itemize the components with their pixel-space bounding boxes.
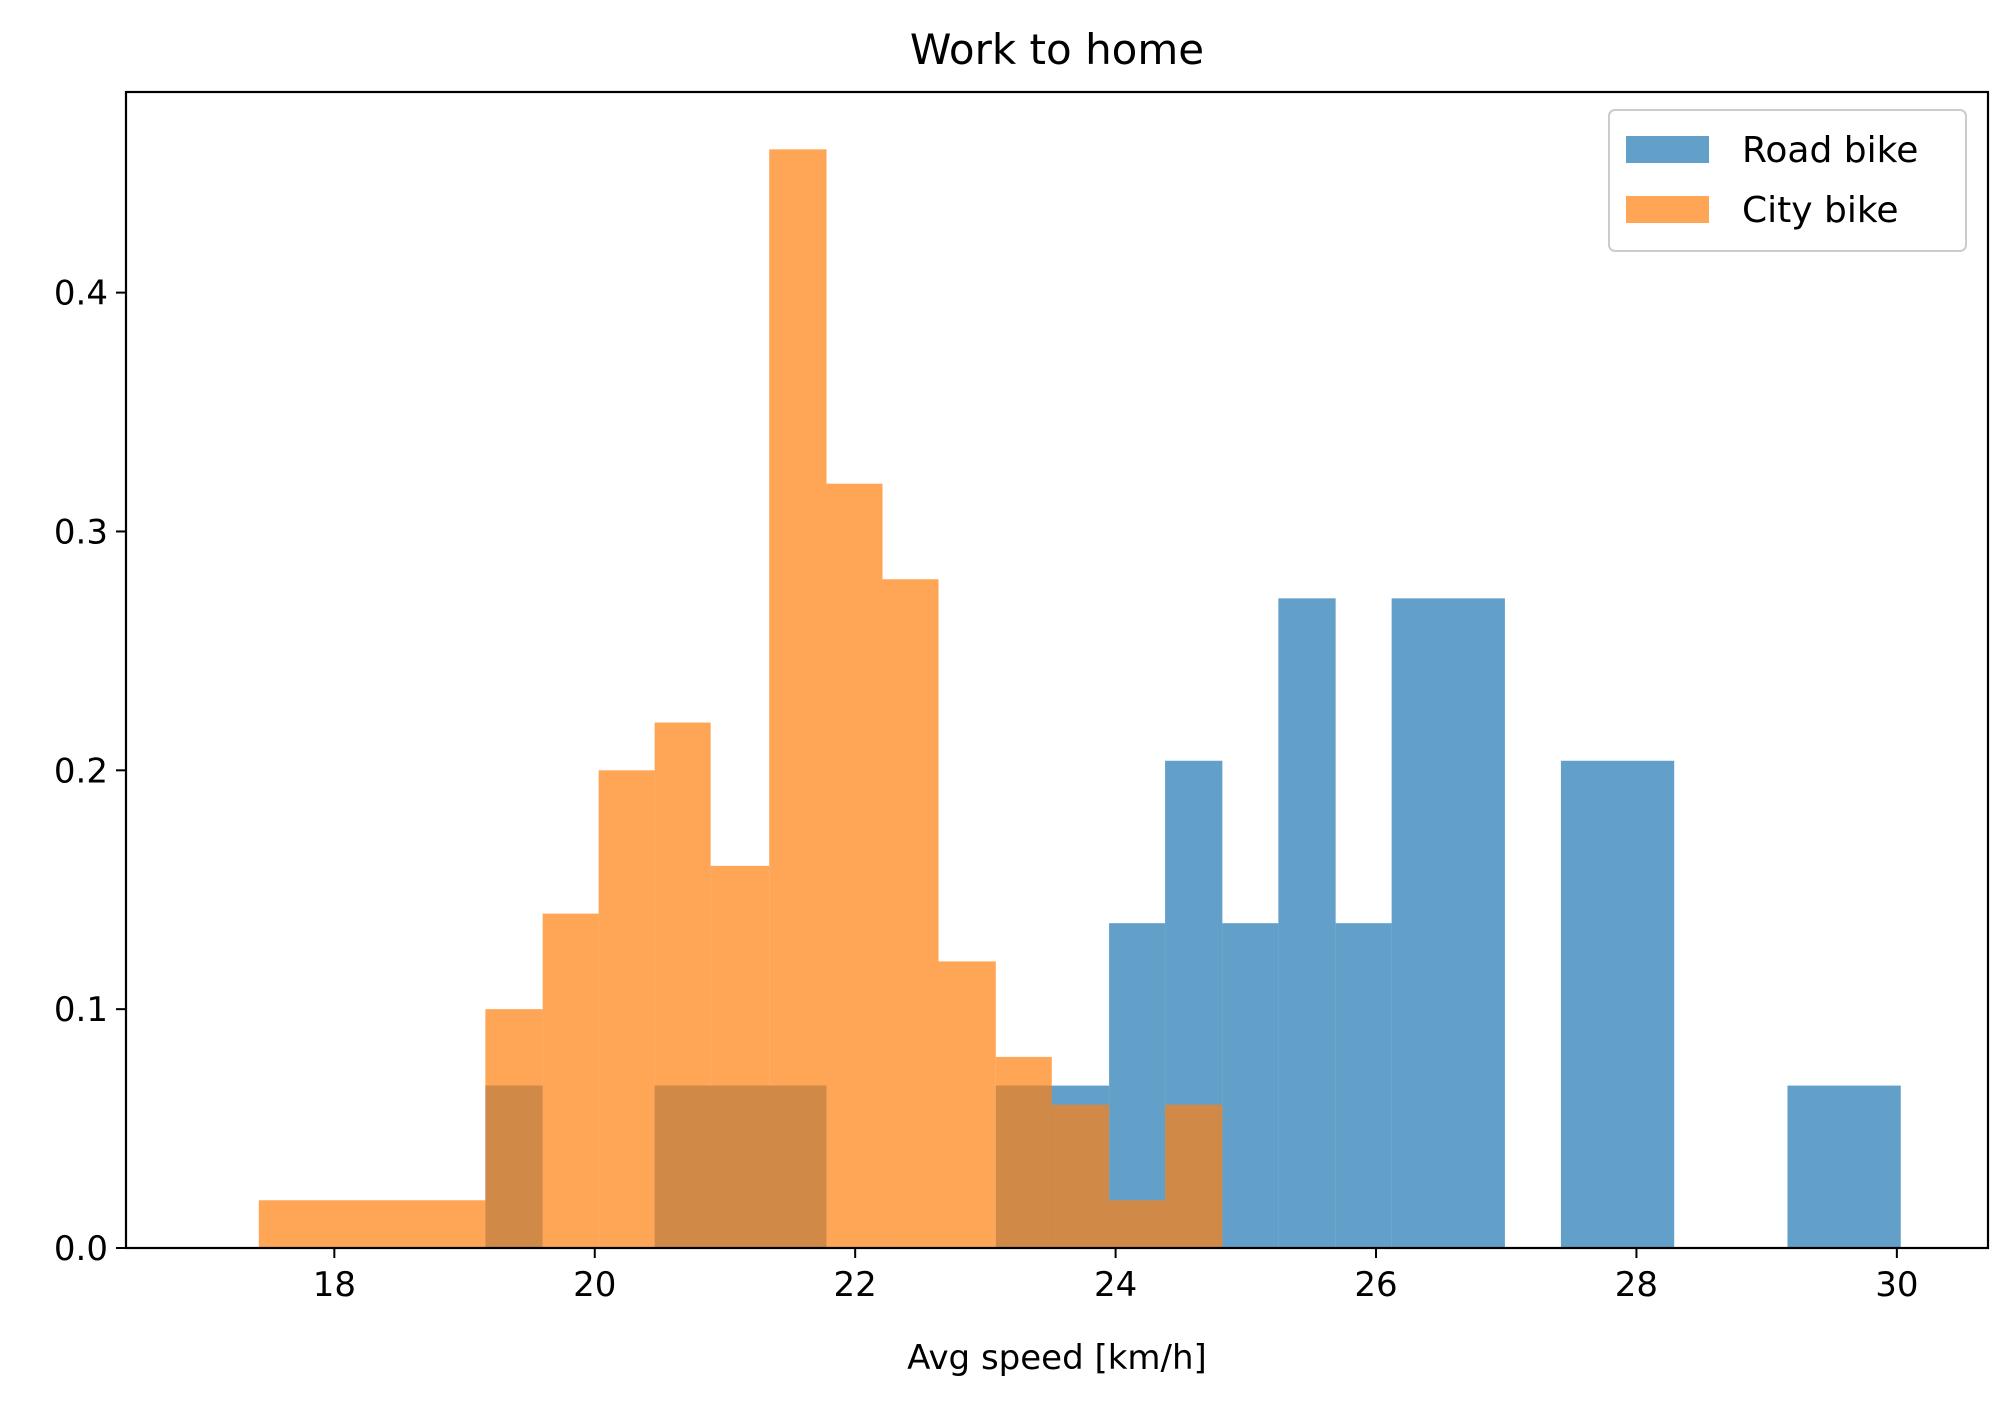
legend-swatch-city-bike (1626, 196, 1709, 223)
x-tick-label-2: 22 (834, 1265, 877, 1305)
x-tick-label-0: 18 (313, 1265, 356, 1305)
bar-city-bike-11 (1051, 1104, 1110, 1248)
legend-swatch-road-bike (1626, 136, 1709, 163)
bar-road-bike-14 (1787, 1085, 1901, 1248)
legend-label-road-bike: Road bike (1742, 130, 1918, 171)
x-tick-label-3: 24 (1094, 1265, 1137, 1305)
axes-frame (124, 90, 1990, 1250)
bar-city-bike-0 (258, 1200, 486, 1248)
bar-city-bike-4 (654, 722, 711, 1248)
y-tick-label-0: 0.0 (54, 1229, 108, 1269)
bar-city-bike-9 (938, 961, 996, 1248)
y-tick-label-1: 0.1 (54, 990, 108, 1030)
bars-layer (258, 149, 1901, 1249)
bar-road-bike-5 (1109, 923, 1166, 1248)
y-tick-label-2: 0.2 (54, 751, 108, 791)
bar-city-bike-13 (1165, 1104, 1223, 1248)
chart-title: Work to home (910, 25, 1204, 74)
x-tick-label-6: 30 (1875, 1265, 1918, 1305)
bar-city-bike-6 (769, 149, 827, 1249)
bar-city-bike-7 (826, 483, 883, 1248)
bar-road-bike-12 (1560, 760, 1675, 1248)
legend-label-city-bike: City bike (1742, 190, 1899, 231)
x-tick-label-5: 28 (1615, 1265, 1658, 1305)
bar-road-bike-8 (1278, 598, 1336, 1248)
bar-road-bike-7 (1222, 923, 1279, 1248)
bar-city-bike-10 (995, 1056, 1052, 1248)
bar-city-bike-1 (485, 1009, 543, 1248)
bar-city-bike-5 (710, 865, 770, 1248)
x-axis-label: Avg speed [km/h] (907, 1338, 1207, 1378)
y-axis-ticks: 0.0 0.1 0.2 0.3 0.4 (54, 274, 126, 1269)
bar-city-bike-8 (882, 579, 939, 1248)
legend: Road bike City bike (1608, 109, 1967, 252)
bar-road-bike-9 (1335, 923, 1392, 1248)
series-city-bike (258, 149, 1223, 1249)
x-tick-label-1: 20 (573, 1265, 616, 1305)
x-tick-label-4: 26 (1354, 1265, 1397, 1305)
bar-city-bike-2 (542, 913, 599, 1248)
x-axis-ticks: 18 20 22 24 26 28 30 (313, 1248, 1918, 1305)
bar-city-bike-12 (1109, 1200, 1166, 1248)
y-tick-label-3: 0.3 (54, 512, 108, 552)
bar-road-bike-10 (1391, 598, 1505, 1248)
y-tick-label-4: 0.4 (54, 274, 108, 314)
bar-city-bike-3 (598, 770, 655, 1248)
